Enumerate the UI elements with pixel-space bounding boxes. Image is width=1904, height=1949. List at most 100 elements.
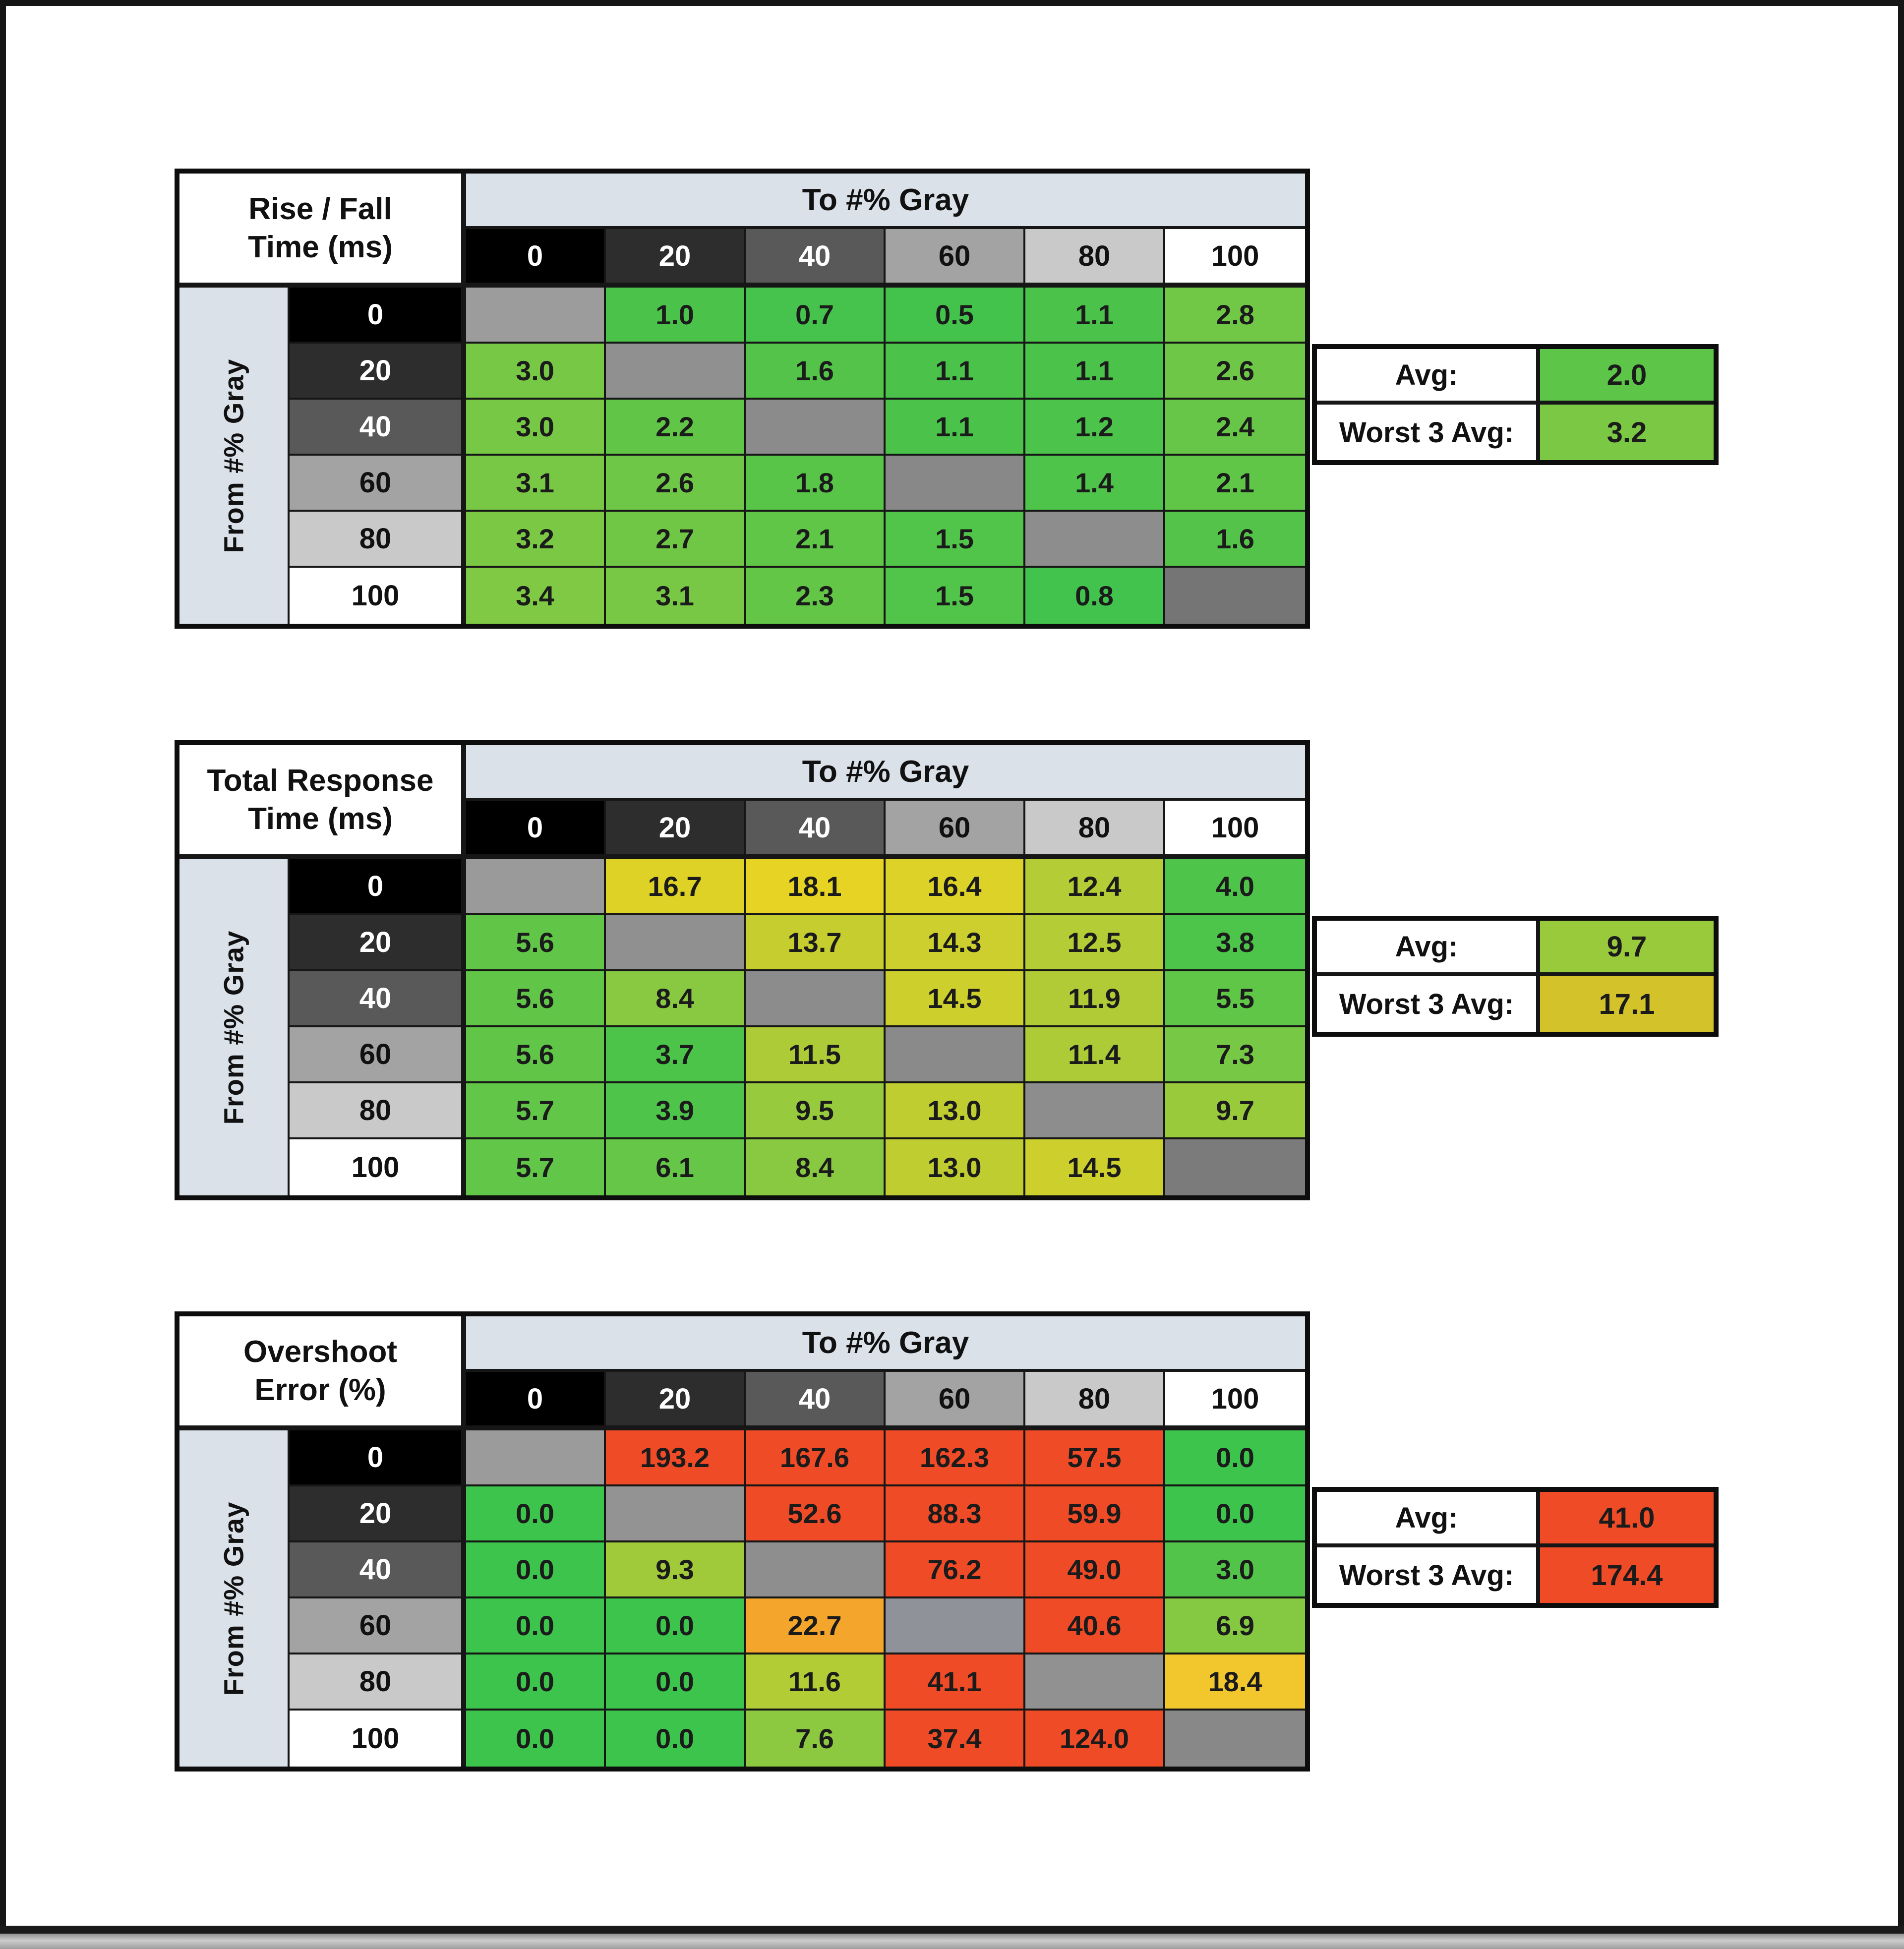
value-cell: 6.1 (606, 1139, 746, 1195)
value-cell: 1.1 (1025, 344, 1165, 400)
avg-value: 2.0 (1540, 349, 1714, 405)
value-cell: 3.8 (1165, 915, 1305, 971)
value-cell: 3.1 (606, 568, 746, 624)
diagonal-cell (746, 1542, 886, 1598)
value-cell: 1.1 (1025, 288, 1165, 344)
col-header-80: 80 (1025, 1372, 1165, 1430)
heatmap-grid: Total Response Time (ms) To #% Gray 0 20 40 60… (175, 740, 1310, 1200)
value-cell: 0.5 (886, 288, 1025, 344)
row-header-0: 0 (290, 859, 466, 915)
value-cell: 57.5 (1025, 1430, 1165, 1486)
diagonal-cell (466, 859, 606, 915)
col-header-40: 40 (746, 1372, 886, 1430)
value-cell: 5.6 (466, 1027, 606, 1083)
diagonal-cell (1165, 568, 1305, 624)
value-cell: 12.4 (1025, 859, 1165, 915)
col-header-0: 0 (466, 1372, 606, 1430)
value-cell: 1.1 (886, 344, 1025, 400)
col-header-100: 100 (1165, 1372, 1305, 1430)
value-cell: 0.7 (746, 288, 886, 344)
value-cell: 1.5 (886, 568, 1025, 624)
row-header-60: 60 (290, 1027, 466, 1083)
value-cell: 11.9 (1025, 971, 1165, 1027)
diagonal-cell (1025, 1654, 1165, 1711)
value-cell: 0.0 (606, 1711, 746, 1767)
value-cell: 7.6 (746, 1711, 886, 1767)
avg-value: 9.7 (1540, 921, 1714, 976)
value-cell: 1.8 (746, 456, 886, 512)
value-cell: 2.6 (606, 456, 746, 512)
worst3-label: Worst 3 Avg: (1317, 1547, 1540, 1603)
value-cell: 8.4 (746, 1139, 886, 1195)
value-cell: 5.6 (466, 915, 606, 971)
row-header-80: 80 (290, 1083, 466, 1139)
value-cell: 11.6 (746, 1654, 886, 1711)
diagonal-cell (1025, 512, 1165, 568)
value-cell: 124.0 (1025, 1711, 1165, 1767)
col-header-20: 20 (606, 229, 746, 288)
value-cell: 5.5 (1165, 971, 1305, 1027)
row-axis-label: From #% Gray (179, 288, 290, 624)
window-bottom-strip (0, 1934, 1904, 1949)
overshoot-error-table: Overshoot Error (%) To #% Gray 0 20 40 60 80 100… (175, 1311, 1719, 1772)
value-cell: 0.0 (606, 1654, 746, 1711)
value-cell: 14.5 (886, 971, 1025, 1027)
heatmap-grid: Overshoot Error (%) To #% Gray 0 20 40 60 80 100… (175, 1311, 1310, 1772)
row-header-40: 40 (290, 400, 466, 456)
summary-box: Avg: 2.0 Worst 3 Avg: 3.2 (1312, 344, 1719, 465)
value-cell: 5.7 (466, 1083, 606, 1139)
diagonal-cell (606, 344, 746, 400)
value-cell: 6.9 (1165, 1598, 1305, 1654)
diagonal-cell (466, 288, 606, 344)
value-cell: 8.4 (606, 971, 746, 1027)
summary-box: Avg: 41.0 Worst 3 Avg: 174.4 (1312, 1487, 1719, 1608)
worst3-value: 174.4 (1540, 1547, 1714, 1603)
col-axis-label: To #% Gray (466, 745, 1305, 801)
value-cell: 1.0 (606, 288, 746, 344)
heatmap-grid: Rise / Fall Time (ms) To #% Gray 0 20 40 60 80 1… (175, 169, 1310, 629)
value-cell: 13.0 (886, 1083, 1025, 1139)
avg-label: Avg: (1317, 1492, 1540, 1547)
value-cell: 5.7 (466, 1139, 606, 1195)
value-cell: 16.4 (886, 859, 1025, 915)
value-cell: 7.3 (1165, 1027, 1305, 1083)
diagonal-cell (746, 971, 886, 1027)
col-header-0: 0 (466, 229, 606, 288)
table-title-line: Overshoot (243, 1334, 398, 1369)
value-cell: 3.1 (466, 456, 606, 512)
col-header-60: 60 (886, 1372, 1025, 1430)
value-cell: 1.1 (886, 400, 1025, 456)
row-header-100: 100 (290, 568, 466, 624)
row-header-20: 20 (290, 344, 466, 400)
value-cell: 11.4 (1025, 1027, 1165, 1083)
value-cell: 13.0 (886, 1139, 1025, 1195)
value-cell: 2.4 (1165, 400, 1305, 456)
summary-box: Avg: 9.7 Worst 3 Avg: 17.1 (1312, 916, 1719, 1037)
value-cell: 52.6 (746, 1486, 886, 1542)
diagonal-cell (886, 1027, 1025, 1083)
diagonal-cell (466, 1430, 606, 1486)
row-header-20: 20 (290, 1486, 466, 1542)
value-cell: 0.0 (466, 1598, 606, 1654)
col-header-60: 60 (886, 801, 1025, 859)
value-cell: 11.5 (746, 1027, 886, 1083)
value-cell: 2.1 (1165, 456, 1305, 512)
value-cell: 49.0 (1025, 1542, 1165, 1598)
value-cell: 0.0 (466, 1711, 606, 1767)
row-header-80: 80 (290, 512, 466, 568)
value-cell: 4.0 (1165, 859, 1305, 915)
value-cell: 0.0 (1165, 1430, 1305, 1486)
value-cell: 41.1 (886, 1654, 1025, 1711)
table-title-line: Time (ms) (248, 802, 393, 836)
value-cell: 2.7 (606, 512, 746, 568)
value-cell: 12.5 (1025, 915, 1165, 971)
table-title-line: Rise / Fall (248, 191, 392, 226)
value-cell: 0.0 (466, 1654, 606, 1711)
value-cell: 3.0 (466, 344, 606, 400)
table-title-line: Total Response (207, 763, 434, 798)
row-axis-label: From #% Gray (179, 859, 290, 1195)
worst3-label: Worst 3 Avg: (1317, 976, 1540, 1032)
value-cell: 22.7 (746, 1598, 886, 1654)
value-cell: 3.0 (466, 400, 606, 456)
value-cell: 1.2 (1025, 400, 1165, 456)
